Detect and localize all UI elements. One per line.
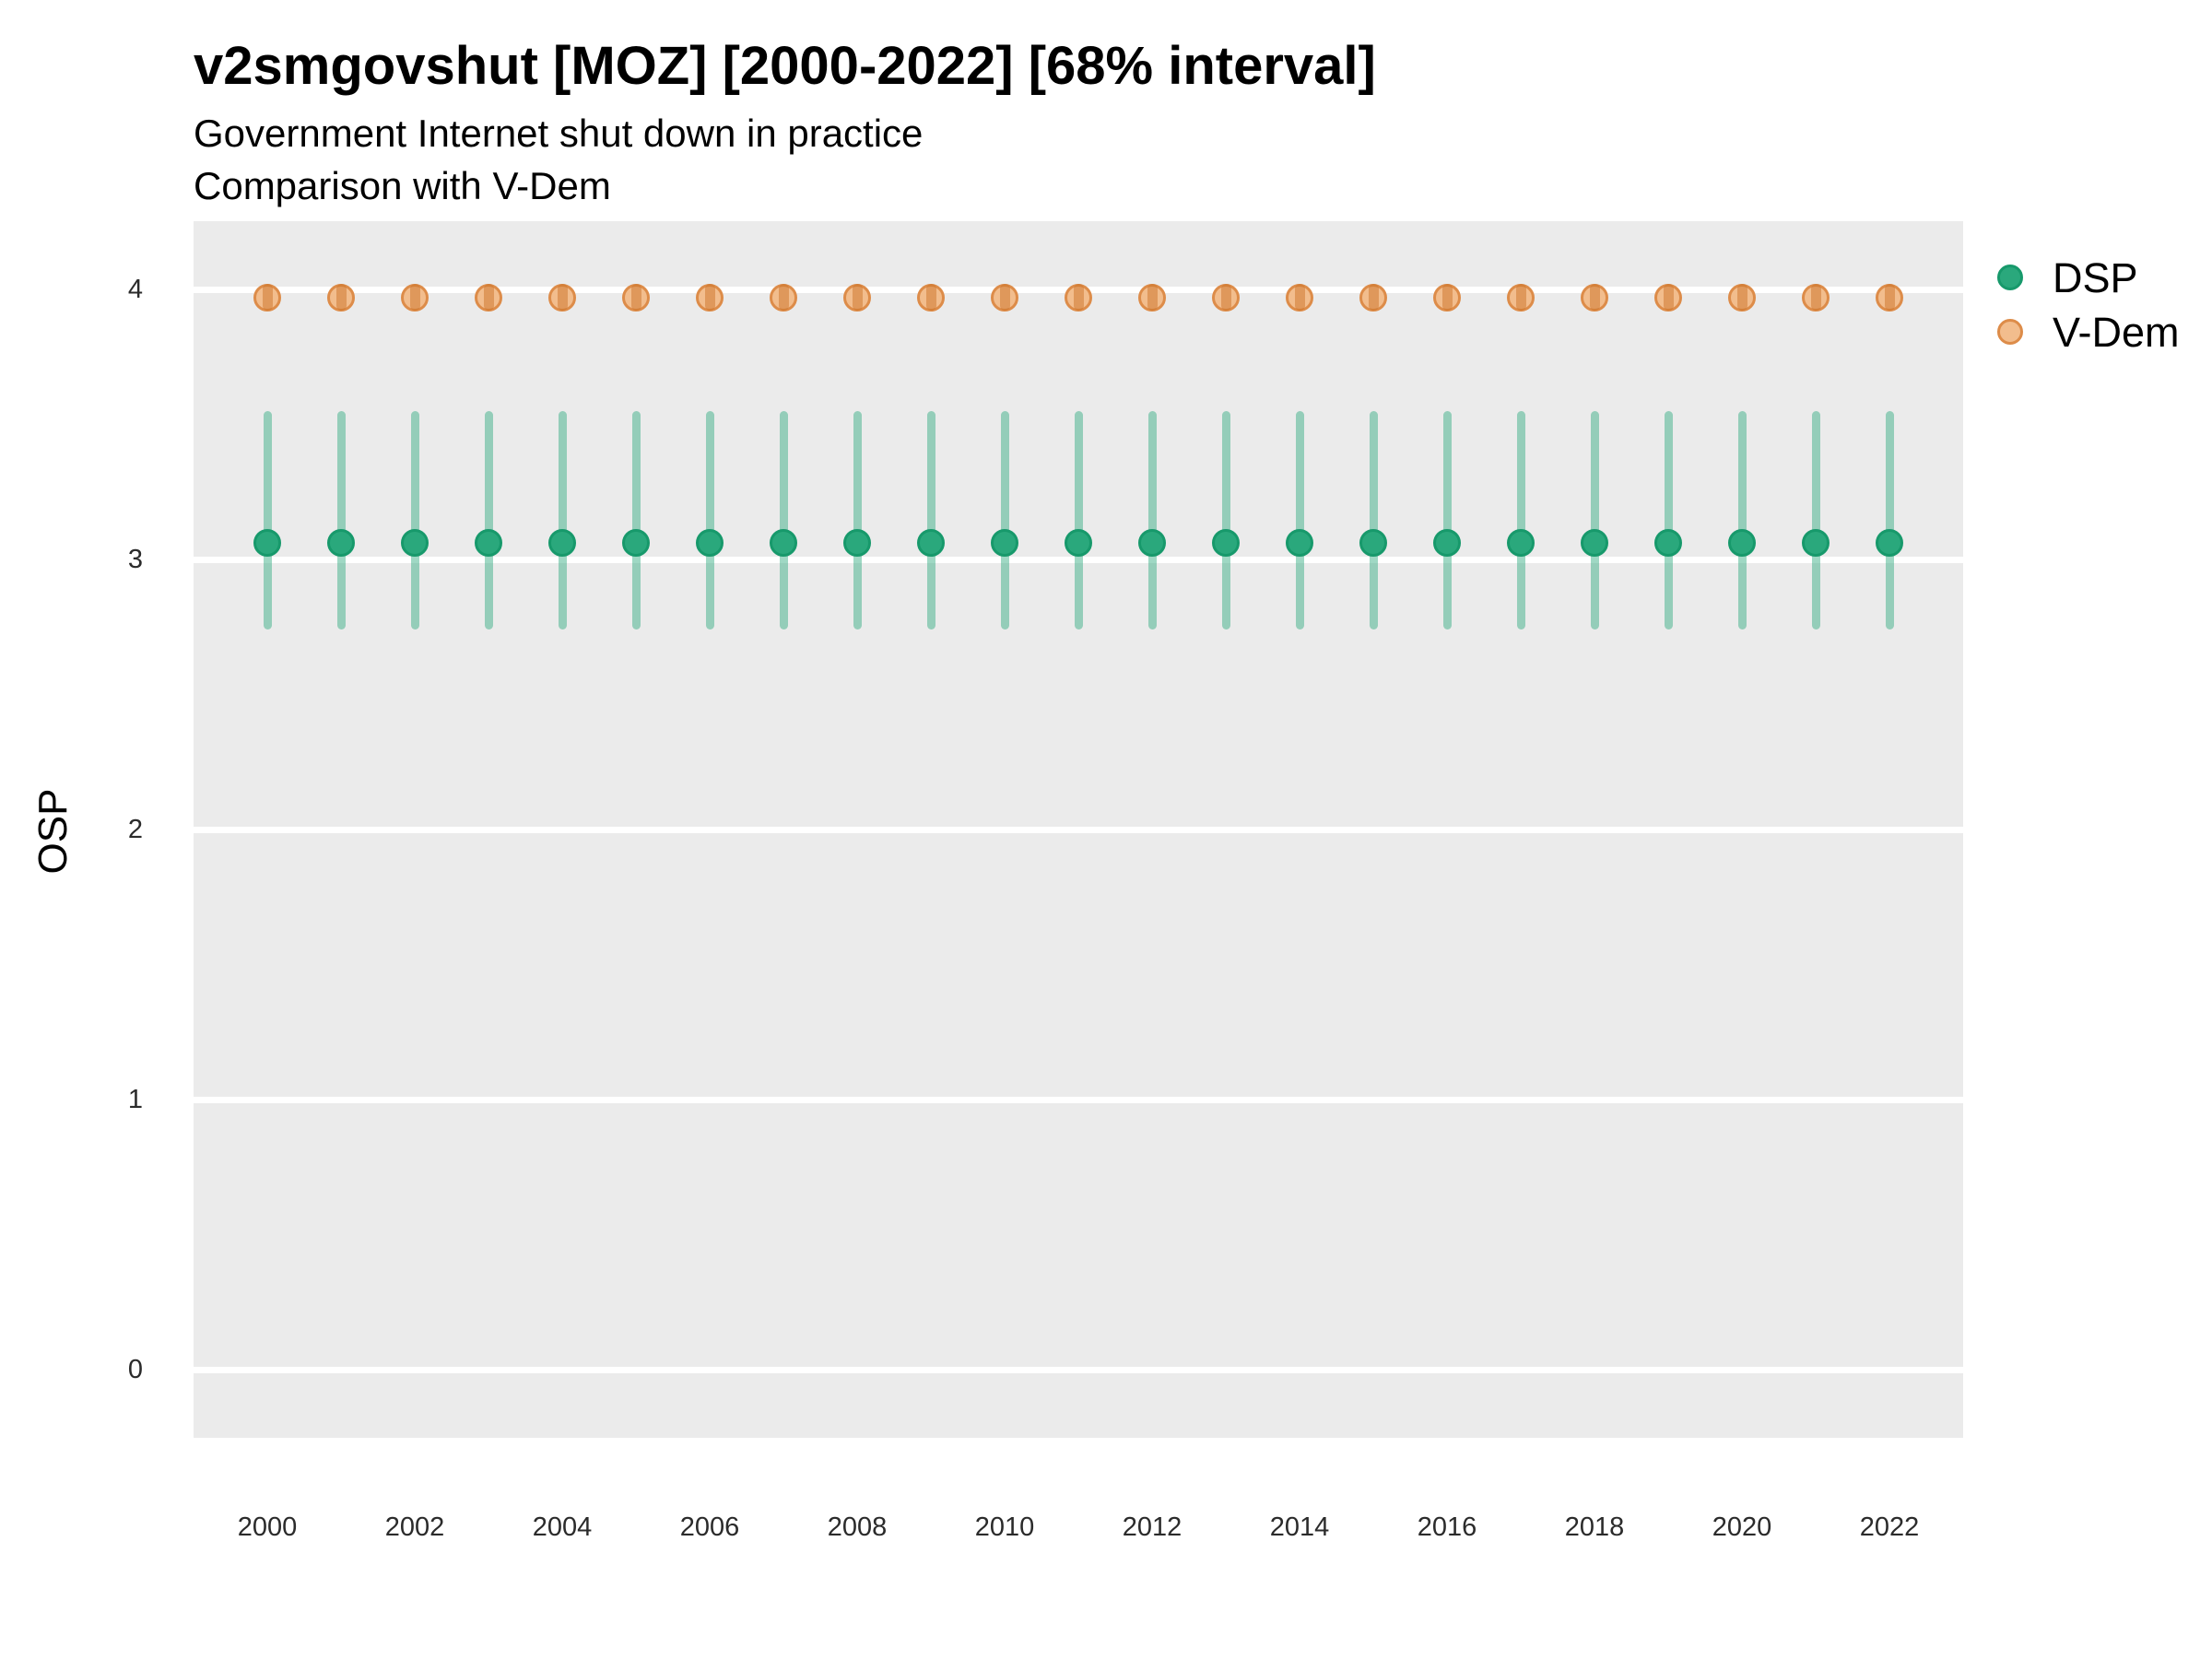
dsp-interval-2002 xyxy=(410,410,419,630)
vdem-interval-2003 xyxy=(483,284,494,312)
x-tick-label-2004: 2004 xyxy=(532,1512,593,1542)
dsp-interval-2000 xyxy=(263,410,272,630)
dsp-interval-2020 xyxy=(1737,410,1747,630)
y-tick-label-3: 3 xyxy=(127,545,143,574)
dsp-point-2018 xyxy=(1581,529,1608,558)
dsp-point-2017 xyxy=(1507,529,1535,558)
dsp-point-2000 xyxy=(253,529,281,558)
x-tick-label-2014: 2014 xyxy=(1269,1512,1330,1542)
vdem-interval-2005 xyxy=(630,284,641,312)
dsp-interval-2021 xyxy=(1811,410,1820,630)
dsp-interval-2009 xyxy=(926,410,935,630)
gridline-y-0 xyxy=(194,1366,1963,1373)
vdem-interval-2012 xyxy=(1147,284,1158,312)
dsp-point-2003 xyxy=(475,529,502,558)
vdem-interval-2016 xyxy=(1441,284,1453,312)
vdem-interval-2015 xyxy=(1368,284,1379,312)
vdem-interval-2006 xyxy=(704,284,715,312)
legend-dot-dsp xyxy=(1997,265,2023,290)
dsp-point-2013 xyxy=(1212,529,1240,558)
dsp-point-2012 xyxy=(1138,529,1166,558)
legend-label-vdem: V-Dem xyxy=(2053,309,2180,356)
gridline-y-3 xyxy=(194,556,1963,563)
dsp-interval-2007 xyxy=(779,410,788,630)
dsp-interval-2015 xyxy=(1369,410,1378,630)
dsp-point-2008 xyxy=(843,529,871,558)
dsp-point-2010 xyxy=(991,529,1018,558)
dsp-interval-2022 xyxy=(1885,410,1894,630)
dsp-interval-2006 xyxy=(705,410,714,630)
dsp-interval-2017 xyxy=(1516,410,1525,630)
y-tick-label-0: 0 xyxy=(127,1355,143,1384)
gridline-y-2 xyxy=(194,826,1963,833)
chart-subtitle-line1: Government Internet shut down in practic… xyxy=(194,112,924,155)
dsp-point-2019 xyxy=(1654,529,1682,558)
vdem-interval-2009 xyxy=(925,284,936,312)
x-tick-label-2000: 2000 xyxy=(237,1512,298,1542)
gridline-y-1 xyxy=(194,1096,1963,1103)
x-tick-label-2016: 2016 xyxy=(1417,1512,1477,1542)
dsp-point-2014 xyxy=(1286,529,1313,558)
vdem-interval-2019 xyxy=(1663,284,1674,312)
legend-label-dsp: DSP xyxy=(2053,254,2138,301)
vdem-interval-2020 xyxy=(1736,284,1747,312)
dsp-point-2015 xyxy=(1359,529,1387,558)
dsp-point-2009 xyxy=(917,529,945,558)
y-tick-label-1: 1 xyxy=(127,1085,143,1114)
x-tick-label-2008: 2008 xyxy=(827,1512,888,1542)
vdem-interval-2000 xyxy=(262,284,273,312)
dsp-interval-2008 xyxy=(853,410,862,630)
vdem-interval-2002 xyxy=(409,284,420,312)
legend-dot-vdem xyxy=(1997,319,2023,345)
x-tick-label-2010: 2010 xyxy=(974,1512,1035,1542)
dsp-interval-2018 xyxy=(1590,410,1599,630)
vdem-interval-2014 xyxy=(1294,284,1305,312)
vdem-interval-2022 xyxy=(1884,284,1895,312)
vdem-interval-2010 xyxy=(999,284,1010,312)
dsp-interval-2001 xyxy=(336,410,346,630)
dsp-point-2004 xyxy=(548,529,576,558)
y-tick-label-2: 2 xyxy=(127,815,143,844)
x-tick-label-2022: 2022 xyxy=(1859,1512,1920,1542)
vdem-interval-2018 xyxy=(1589,284,1600,312)
dsp-interval-2010 xyxy=(1000,410,1009,630)
x-tick-label-2018: 2018 xyxy=(1564,1512,1625,1542)
dsp-interval-2016 xyxy=(1442,410,1452,630)
chart-title: v2smgovshut [MOZ] [2000-2022] [68% inter… xyxy=(194,36,1376,96)
dsp-interval-2019 xyxy=(1664,410,1673,630)
dsp-point-2021 xyxy=(1802,529,1830,558)
dsp-interval-2014 xyxy=(1295,410,1304,630)
dsp-interval-2003 xyxy=(484,410,493,630)
dsp-point-2002 xyxy=(401,529,429,558)
dsp-point-2007 xyxy=(770,529,797,558)
vdem-interval-2017 xyxy=(1515,284,1526,312)
dsp-point-2011 xyxy=(1065,529,1092,558)
dsp-point-2006 xyxy=(696,529,724,558)
dsp-point-2005 xyxy=(622,529,650,558)
chart-subtitle: Government Internet shut down in practic… xyxy=(194,107,923,212)
vdem-interval-2013 xyxy=(1220,284,1231,312)
x-tick-label-2020: 2020 xyxy=(1712,1512,1772,1542)
dsp-interval-2012 xyxy=(1147,410,1157,630)
vdem-interval-2004 xyxy=(557,284,568,312)
vdem-interval-2001 xyxy=(335,284,347,312)
dsp-point-2016 xyxy=(1433,529,1461,558)
dsp-point-2020 xyxy=(1728,529,1756,558)
dsp-interval-2011 xyxy=(1074,410,1083,630)
y-tick-label-4: 4 xyxy=(127,275,143,304)
dsp-interval-2013 xyxy=(1221,410,1230,630)
dsp-interval-2004 xyxy=(558,410,567,630)
vdem-interval-2008 xyxy=(852,284,863,312)
chart-subtitle-line2: Comparison with V-Dem xyxy=(194,164,611,207)
plot-panel xyxy=(194,221,1963,1438)
vdem-interval-2007 xyxy=(778,284,789,312)
vdem-interval-2021 xyxy=(1810,284,1821,312)
vdem-interval-2011 xyxy=(1073,284,1084,312)
dsp-point-2022 xyxy=(1876,529,1903,558)
dsp-point-2001 xyxy=(327,529,355,558)
x-tick-label-2006: 2006 xyxy=(679,1512,740,1542)
x-tick-label-2012: 2012 xyxy=(1122,1512,1182,1542)
x-tick-label-2002: 2002 xyxy=(384,1512,445,1542)
dsp-interval-2005 xyxy=(631,410,641,630)
